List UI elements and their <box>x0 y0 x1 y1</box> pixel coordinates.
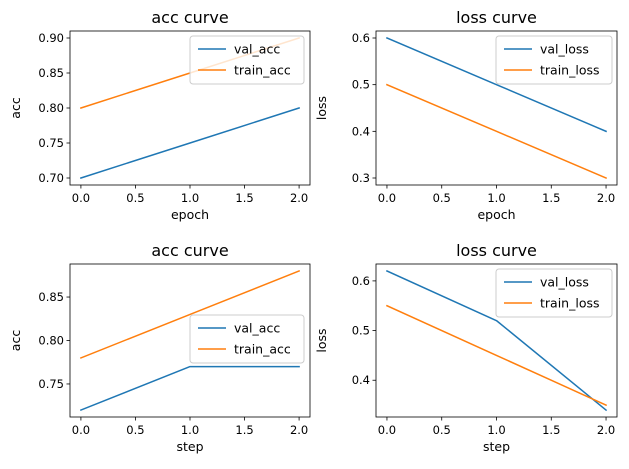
x-tick-label: 0.0 <box>378 191 396 205</box>
y-tick-label: 0.75 <box>38 136 64 150</box>
chart-title: acc curve <box>151 241 228 260</box>
series-line-val_loss <box>385 37 608 133</box>
series-line-train_loss <box>385 304 608 407</box>
series-line-val_acc <box>79 107 301 179</box>
series-line-train_loss <box>385 83 608 179</box>
x-tick-label: 0.5 <box>126 191 144 205</box>
x-tick-label: 2.0 <box>290 191 308 205</box>
x-axis-label: epoch <box>477 207 515 222</box>
y-tick-label: 0.4 <box>352 124 370 138</box>
legend-box <box>495 268 613 318</box>
y-axis-label: acc <box>8 97 23 119</box>
legend-label: val_loss <box>540 275 589 290</box>
x-axis-label: step <box>483 439 510 454</box>
legend: val_loss train_loss <box>495 268 613 318</box>
legend-label: val_loss <box>540 42 589 57</box>
series-line-val_acc <box>79 365 300 412</box>
legend-label: train_acc <box>234 342 291 357</box>
legend-label: val_acc <box>234 42 280 57</box>
series-line-train_acc <box>79 269 301 359</box>
y-tick-label: 0.70 <box>38 171 64 185</box>
x-tick-label: 0.5 <box>126 423 144 437</box>
x-tick-label: 1.5 <box>542 191 560 205</box>
chart-title: loss curve <box>456 241 537 260</box>
chart-title: loss curve <box>456 8 537 27</box>
y-tick-label: 0.80 <box>38 101 64 115</box>
y-tick-label: 0.4 <box>352 373 370 387</box>
x-axis-label: step <box>176 439 203 454</box>
x-tick-label: 1.5 <box>542 423 560 437</box>
y-tick-label: 0.80 <box>38 334 64 348</box>
chart-title: acc curve <box>151 8 228 27</box>
y-tick-label: 0.75 <box>38 377 64 391</box>
y-axis-label: loss <box>314 328 329 352</box>
x-tick-label: 1.5 <box>235 191 253 205</box>
x-tick-label: 0.0 <box>378 423 396 437</box>
x-tick-label: 1.5 <box>235 423 253 437</box>
y-tick-label: 0.5 <box>352 78 370 92</box>
legend-box <box>495 35 613 85</box>
y-tick-label: 0.85 <box>38 66 64 80</box>
y-tick-label: 0.85 <box>38 290 64 304</box>
y-tick-label: 0.6 <box>352 31 370 45</box>
x-tick-label: 2.0 <box>597 423 615 437</box>
legend-box <box>189 314 305 364</box>
series-line-val_loss <box>385 269 608 412</box>
legend: val_loss train_loss <box>495 35 613 85</box>
legend-label: train_acc <box>234 63 291 78</box>
subplot-acc-step: 0.0 0.5 1.0 1.5 2.0 0.75 0.80 0.85 acc curve step… <box>8 241 311 454</box>
x-tick-label: 1.0 <box>181 191 199 205</box>
x-tick-label: 2.0 <box>597 191 615 205</box>
x-tick-label: 0.0 <box>72 423 90 437</box>
subplot-loss-epoch: 0.0 0.5 1.0 1.5 2.0 0.3 0.4 0.5 0.6 loss curve epo… <box>314 8 618 222</box>
x-tick-label: 1.0 <box>487 191 505 205</box>
x-tick-label: 0.0 <box>72 191 90 205</box>
legend: val_acc train_acc <box>189 314 305 364</box>
x-tick-label: 1.0 <box>487 423 505 437</box>
subplot-acc-epoch: 0.0 0.5 1.0 1.5 2.0 0.70 0.75 0.80 0.85 0.90 acc c… <box>8 8 311 222</box>
x-tick-label: 2.0 <box>290 423 308 437</box>
legend: val_acc train_acc <box>189 35 305 85</box>
x-tick-label: 0.5 <box>433 191 451 205</box>
x-tick-label: 0.5 <box>433 423 451 437</box>
legend-label: train_loss <box>540 63 600 78</box>
legend-box <box>189 35 305 85</box>
legend-label: train_loss <box>540 296 600 311</box>
y-tick-label: 0.90 <box>38 31 64 45</box>
subplot-loss-step: 0.0 0.5 1.0 1.5 2.0 0.4 0.5 0.6 loss curve step lo… <box>314 241 618 454</box>
y-tick-label: 0.6 <box>352 274 370 288</box>
y-axis-label: loss <box>314 96 329 120</box>
x-tick-label: 1.0 <box>181 423 199 437</box>
y-tick-label: 0.5 <box>352 324 370 338</box>
legend-label: val_acc <box>234 321 280 336</box>
y-axis-label: acc <box>8 330 23 352</box>
y-tick-label: 0.3 <box>352 171 370 185</box>
x-axis-label: epoch <box>171 207 209 222</box>
